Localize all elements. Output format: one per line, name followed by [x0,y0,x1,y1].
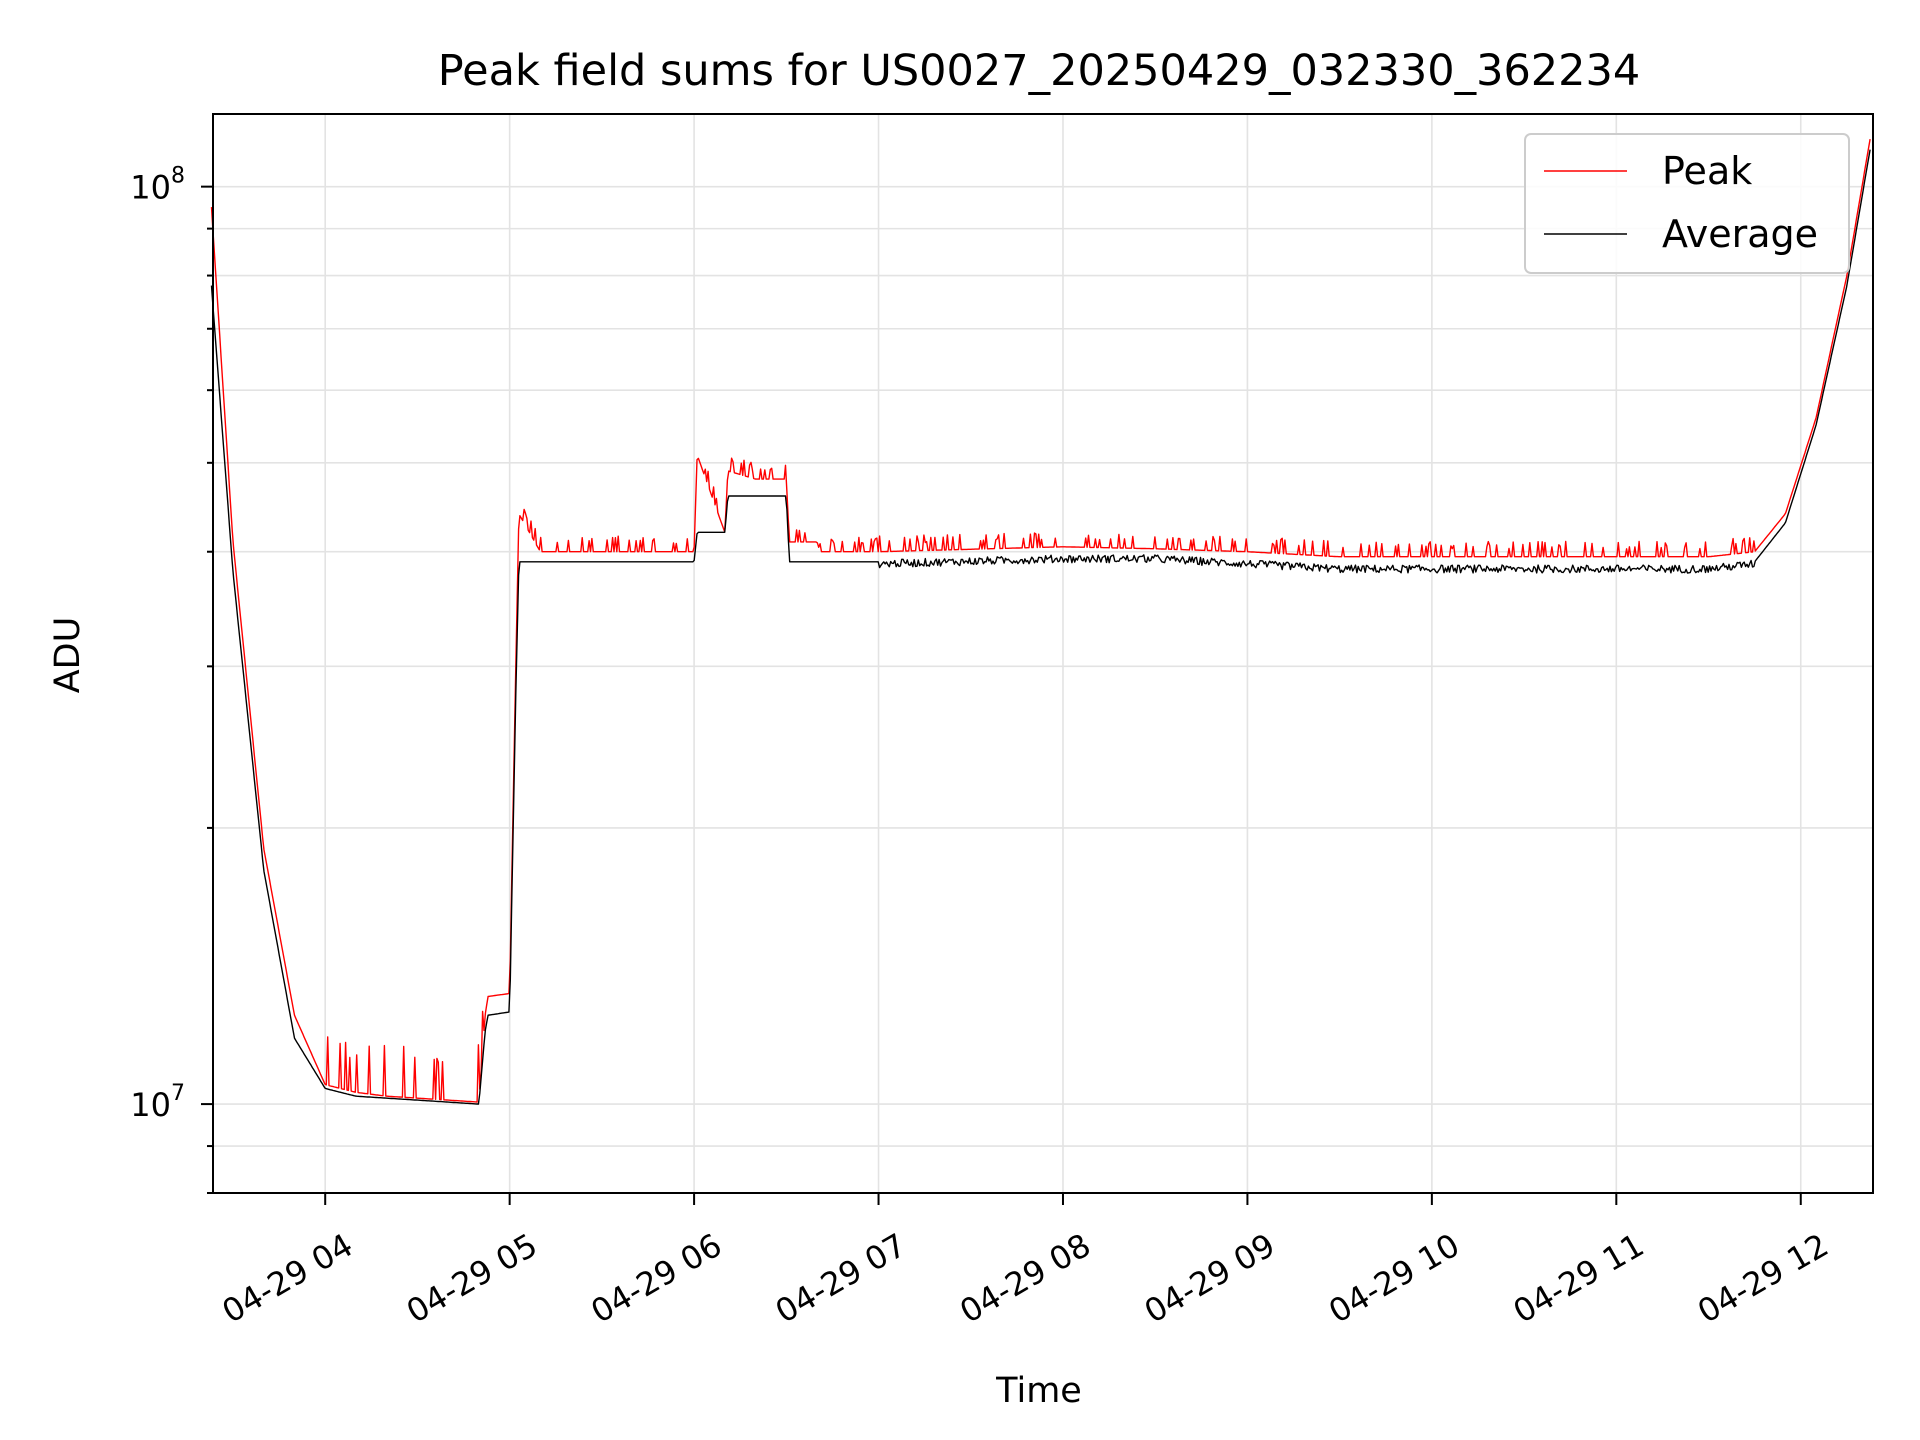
series-line-peak [210,138,1871,1103]
series-lines [210,138,1871,1105]
y-axis-label: ADU [48,617,88,694]
legend-box [1524,133,1850,274]
legend: Peak Average [1524,133,1850,274]
y-tick-label: 107 [130,1081,185,1124]
series-line-average [210,149,1871,1105]
plot-frame [212,113,1874,1194]
legend-label-peak: Peak [1662,149,1752,193]
y-tick-label: 108 [130,164,185,207]
chart-title: Peak field sums for US0027_20250429_0323… [438,46,1641,96]
legend-label-average: Average [1662,212,1818,256]
x-axis-label: Time [995,1371,1082,1411]
